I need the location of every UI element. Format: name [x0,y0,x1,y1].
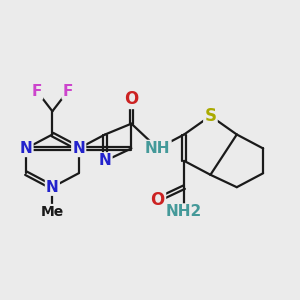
Text: N: N [46,180,59,195]
Text: F: F [63,84,73,99]
Text: N: N [72,141,85,156]
Text: O: O [124,90,139,108]
Text: S: S [204,107,216,125]
Text: NH: NH [145,141,170,156]
Text: F: F [32,84,42,99]
Text: O: O [151,190,165,208]
Text: N: N [99,153,111,168]
Text: Me: Me [41,205,64,219]
Text: N: N [20,141,32,156]
Text: NH2: NH2 [166,205,202,220]
